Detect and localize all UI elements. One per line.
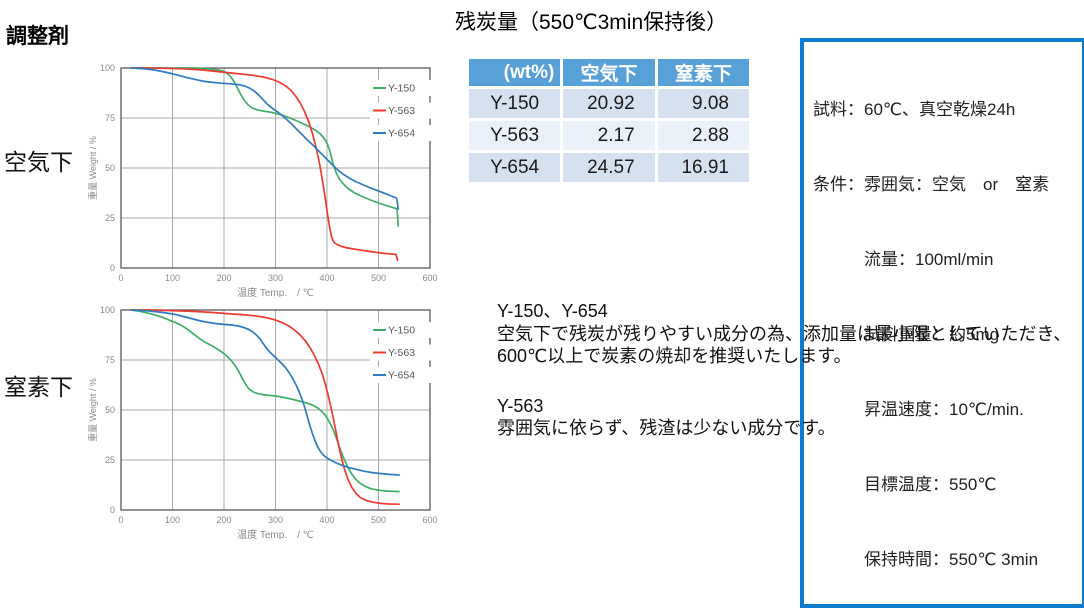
series-y-654: [130, 309, 400, 476]
svg-text:400: 400: [319, 515, 334, 525]
svg-text:0: 0: [110, 263, 115, 273]
condition-line: 昇温速度：10℃/min.: [813, 400, 1024, 419]
series-y-654: [130, 67, 399, 210]
svg-text:50: 50: [105, 163, 115, 173]
chart-svg: 0 100 200 300 400 500 600 0 25 50 75 100 温度 Temp. / …: [87, 63, 438, 299]
x-axis-title: 温度 Temp. / ℃: [237, 286, 314, 297]
svg-text:0: 0: [118, 515, 123, 525]
svg-text:300: 300: [268, 273, 283, 283]
svg-text:100: 100: [165, 515, 180, 525]
nitrogen-chart-label: 窒素下: [4, 374, 73, 400]
row-name: Y-654: [465, 150, 564, 185]
svg-text:500: 500: [371, 273, 386, 283]
row-n2-value: 16.91: [654, 150, 753, 185]
legend-label: Y-563: [388, 347, 415, 359]
condition-line: 保持時間：550℃ 3min: [813, 550, 1039, 569]
note-title: Y-150、Y-654: [497, 301, 608, 321]
svg-text:0: 0: [110, 505, 115, 515]
residue-table-title: 残炭量（550℃3min保持後）: [455, 11, 728, 34]
legend-label: Y-654: [388, 128, 415, 140]
note-line: 雰囲気に依らず、残渣は少ない成分です。: [497, 418, 836, 438]
condition-line: 条件：雰囲気：空気 or 窒素: [813, 175, 1050, 194]
residue-table: (wt%) 空気下 窒素下 Y-150 20.92 9.08 Y-563 2.1…: [465, 56, 753, 185]
svg-text:500: 500: [371, 515, 386, 525]
air-chart-label: 空気下: [4, 149, 73, 175]
svg-text:400: 400: [319, 273, 334, 283]
chart-svg: 0 100 200 300 400 500 600 0 25 50 75 100 温度 Temp. / …: [87, 305, 438, 541]
svg-text:300: 300: [268, 515, 283, 525]
page-title: 調整剤: [6, 25, 69, 48]
svg-text:100: 100: [165, 273, 180, 283]
svg-text:200: 200: [216, 515, 231, 525]
condition-line: 試料：60℃、真空乾燥24h: [813, 100, 1016, 119]
note-line: 空気下で残炭が残りやすい成分の為、添加量は最小限としていただき、: [497, 323, 1072, 344]
row-air-value: 24.57: [560, 150, 658, 185]
svg-text:25: 25: [105, 455, 115, 465]
y-axis-title: 重量 Weight / %: [87, 378, 98, 442]
notes-block: Y-150、Y-654 空気下で残炭が残りやすい成分の為、添加量は最小限としてい…: [497, 300, 1077, 440]
svg-text:600: 600: [422, 273, 437, 283]
svg-text:25: 25: [105, 213, 115, 223]
svg-text:50: 50: [105, 405, 115, 415]
table-row: Y-150 20.92 9.08: [465, 86, 753, 121]
condition-line: 試料重量：約5mg: [813, 325, 1000, 344]
row-n2-value: 9.08: [654, 86, 753, 121]
svg-text:100: 100: [100, 63, 115, 73]
spacer: [497, 368, 1077, 395]
svg-text:0: 0: [118, 273, 123, 283]
legend-label: Y-654: [388, 370, 415, 382]
row-name: Y-563: [465, 118, 564, 153]
tga-chart-air: 0 100 200 300 400 500 600 0 25 50 75 100 温度 Temp. / …: [85, 55, 455, 299]
condition-line: 流量：100ml/min: [813, 250, 994, 269]
table-row: Y-563 2.17 2.88: [465, 118, 753, 153]
note-title: Y-563: [497, 395, 544, 416]
series-y-563: [130, 67, 399, 262]
table-row: Y-654 24.57 16.91: [465, 150, 753, 185]
tga-chart-nitrogen: 0 100 200 300 400 500 600 0 25 50 75 100 温度 Temp. / …: [85, 297, 455, 541]
table-header-nitrogen: 窒素下: [654, 56, 753, 89]
series-y-563: [130, 309, 400, 506]
row-air-value: 2.17: [560, 118, 658, 153]
series-y-150: [130, 309, 400, 493]
x-axis-title: 温度 Temp. / ℃: [237, 528, 314, 539]
table-header-unit: (wt%): [465, 56, 564, 89]
row-n2-value: 2.88: [654, 118, 753, 153]
condition-line: 目標温度：550℃: [813, 475, 997, 494]
svg-text:75: 75: [105, 113, 115, 123]
y-axis-title: 重量 Weight / %: [87, 136, 98, 200]
legend-label: Y-150: [388, 325, 415, 337]
legend-label: Y-150: [388, 83, 415, 95]
series-y-150: [130, 67, 399, 227]
table-header-air: 空気下: [560, 56, 658, 89]
note-line: 600℃以上で炭素の焼却を推奨いたします。: [497, 346, 852, 366]
table-header-row: (wt%) 空気下 窒素下: [465, 56, 753, 89]
svg-text:75: 75: [105, 355, 115, 365]
legend-label: Y-563: [388, 105, 415, 117]
svg-text:100: 100: [100, 305, 115, 315]
svg-text:600: 600: [422, 515, 437, 525]
row-air-value: 20.92: [560, 86, 658, 121]
row-name: Y-150: [465, 86, 564, 121]
svg-text:200: 200: [216, 273, 231, 283]
